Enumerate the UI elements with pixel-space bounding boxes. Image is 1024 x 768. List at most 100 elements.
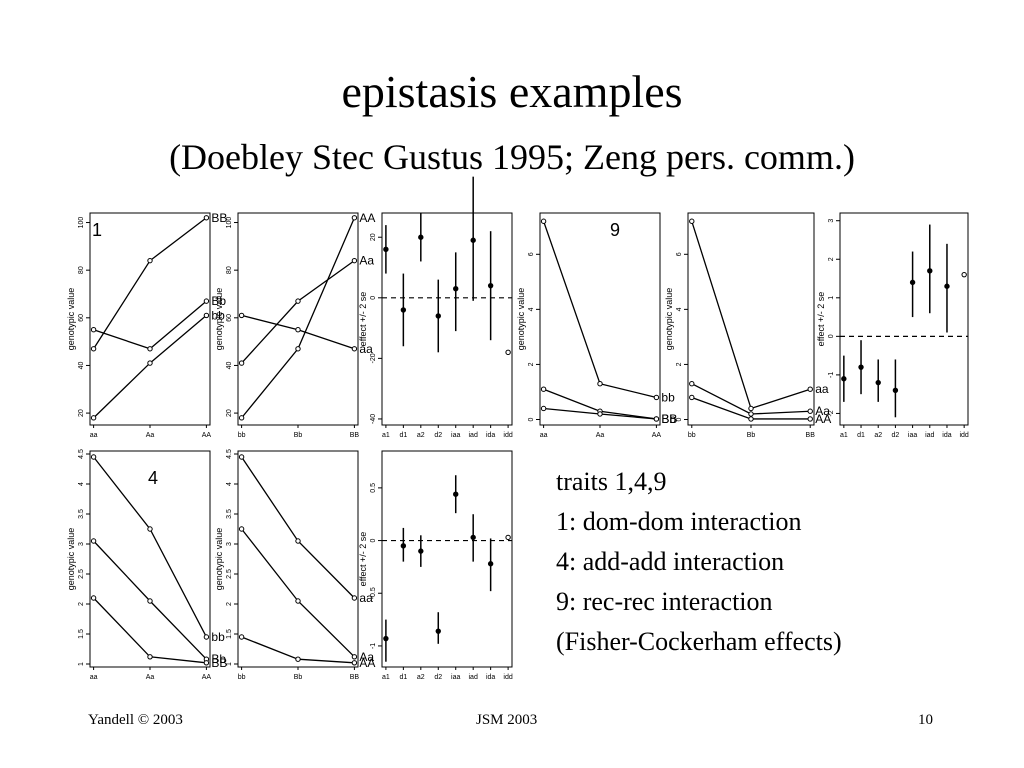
series-line (93, 300, 207, 350)
x-tick-label: BB (806, 432, 816, 439)
y-tick-label: 60 (226, 314, 233, 322)
x-tick-label: BB (350, 432, 360, 439)
x-tick-label: d2 (434, 674, 442, 681)
y-tick-label: 80 (78, 266, 85, 274)
series-label: aa (359, 342, 373, 356)
data-point (597, 381, 603, 387)
series-label: Aa (359, 650, 374, 664)
effect-point (383, 246, 389, 253)
data-point (689, 381, 695, 387)
data-point (203, 298, 210, 304)
chart-trait9-effects: -2 -1 0 1 2 3 effect +/- 2 se a1 d1 a2 d2 iaa iad ida… (816, 212, 969, 439)
effect-point (487, 561, 494, 567)
y-tick-label: 3 (226, 542, 233, 546)
x-tick-label: aa (540, 432, 548, 439)
data-point (203, 312, 210, 319)
x-tick-label: AA (652, 432, 662, 439)
series-label: aa (815, 382, 829, 396)
effect-point (435, 628, 441, 634)
y-tick-label: 1 (226, 662, 233, 666)
data-point (807, 386, 813, 392)
y-tick-label: -0.5 (370, 587, 377, 599)
page-subtitle: (Doebley Stec Gustus 1995; Zeng pers. co… (169, 137, 855, 177)
y-tick-label: -2 (828, 410, 835, 416)
series-label: Bb (211, 652, 226, 666)
y-tick-label: 1 (828, 296, 835, 300)
y-tick-label: 4 (676, 307, 683, 311)
note-line: 1: dom-dom interaction (556, 507, 802, 536)
y-tick-label: 2 (78, 602, 85, 606)
chart-trait4-effects: -1 -0.5 0 0.5 effect +/- 2 se a1 d1 a2 d2 iaa iad i… (358, 450, 513, 681)
y-tick-label: 0 (370, 296, 377, 300)
y-tick-label: 0 (828, 334, 835, 338)
y-tick-label: -1 (370, 643, 377, 649)
y-axis-label: genotypic value (66, 288, 76, 351)
data-point (203, 660, 210, 666)
y-tick-label: 20 (226, 409, 233, 417)
effect-point (841, 376, 847, 382)
x-tick-label: Aa (146, 432, 155, 439)
y-tick-label: 4 (226, 482, 233, 486)
y-tick-label: 3 (828, 219, 835, 223)
effect-point (487, 282, 494, 289)
effect-point (400, 307, 407, 313)
series-label: BB (211, 656, 227, 670)
note-line: 9: rec-rec interaction (556, 587, 773, 616)
y-tick-label: -20 (370, 353, 377, 363)
plot-frame (381, 212, 513, 426)
y-axis-label: genotypic value (214, 288, 224, 351)
data-point (748, 411, 754, 417)
plot-frame (687, 212, 815, 426)
y-tick-label: 40 (78, 361, 85, 369)
data-point (90, 454, 97, 460)
x-tick-label: ida (486, 674, 495, 681)
x-tick-label: idd (959, 432, 968, 439)
effect-point (944, 283, 950, 289)
x-tick-label: a1 (382, 674, 390, 681)
trait-label: 9 (610, 220, 620, 240)
x-tick-label: d2 (892, 432, 900, 439)
x-tick-label: BB (350, 674, 360, 681)
data-point (748, 416, 754, 422)
data-point (90, 595, 97, 601)
data-point (351, 595, 358, 601)
x-tick-label: bb (238, 432, 246, 439)
effect-point (858, 364, 864, 370)
y-tick-label: 3 (78, 542, 85, 546)
data-point (295, 538, 301, 544)
plot-frame (237, 450, 359, 668)
data-point (540, 218, 547, 224)
effect-point (435, 313, 441, 319)
x-tick-label: Aa (596, 432, 605, 439)
effect-point (453, 491, 459, 497)
y-tick-label: 0.5 (370, 483, 377, 493)
x-tick-label: d2 (434, 432, 442, 439)
effect-point (400, 543, 407, 549)
data-point (540, 386, 547, 392)
y-tick-label: 1 (78, 662, 85, 666)
trait-label: 4 (148, 468, 158, 488)
y-tick-label: 100 (78, 217, 85, 229)
footer-page-number: 10 (918, 712, 933, 728)
y-tick-label: 80 (226, 266, 233, 274)
y-tick-label: 4 (528, 307, 535, 311)
x-tick-label: iad (469, 674, 478, 681)
data-point (351, 257, 358, 264)
series-line (241, 217, 355, 419)
y-tick-label: 3.5 (78, 509, 85, 519)
y-tick-label: 2.5 (78, 569, 85, 579)
y-tick-label: 60 (78, 314, 85, 322)
data-point (748, 405, 754, 412)
y-axis-label: genotypic value (664, 288, 674, 351)
x-tick-label: aa (90, 432, 98, 439)
y-tick-label: 2.5 (226, 569, 233, 579)
y-axis-label: genotypic value (66, 528, 76, 591)
data-point (295, 327, 301, 333)
effect-point (418, 234, 424, 240)
y-tick-label: 4.5 (226, 449, 233, 459)
effect-point (892, 387, 899, 394)
